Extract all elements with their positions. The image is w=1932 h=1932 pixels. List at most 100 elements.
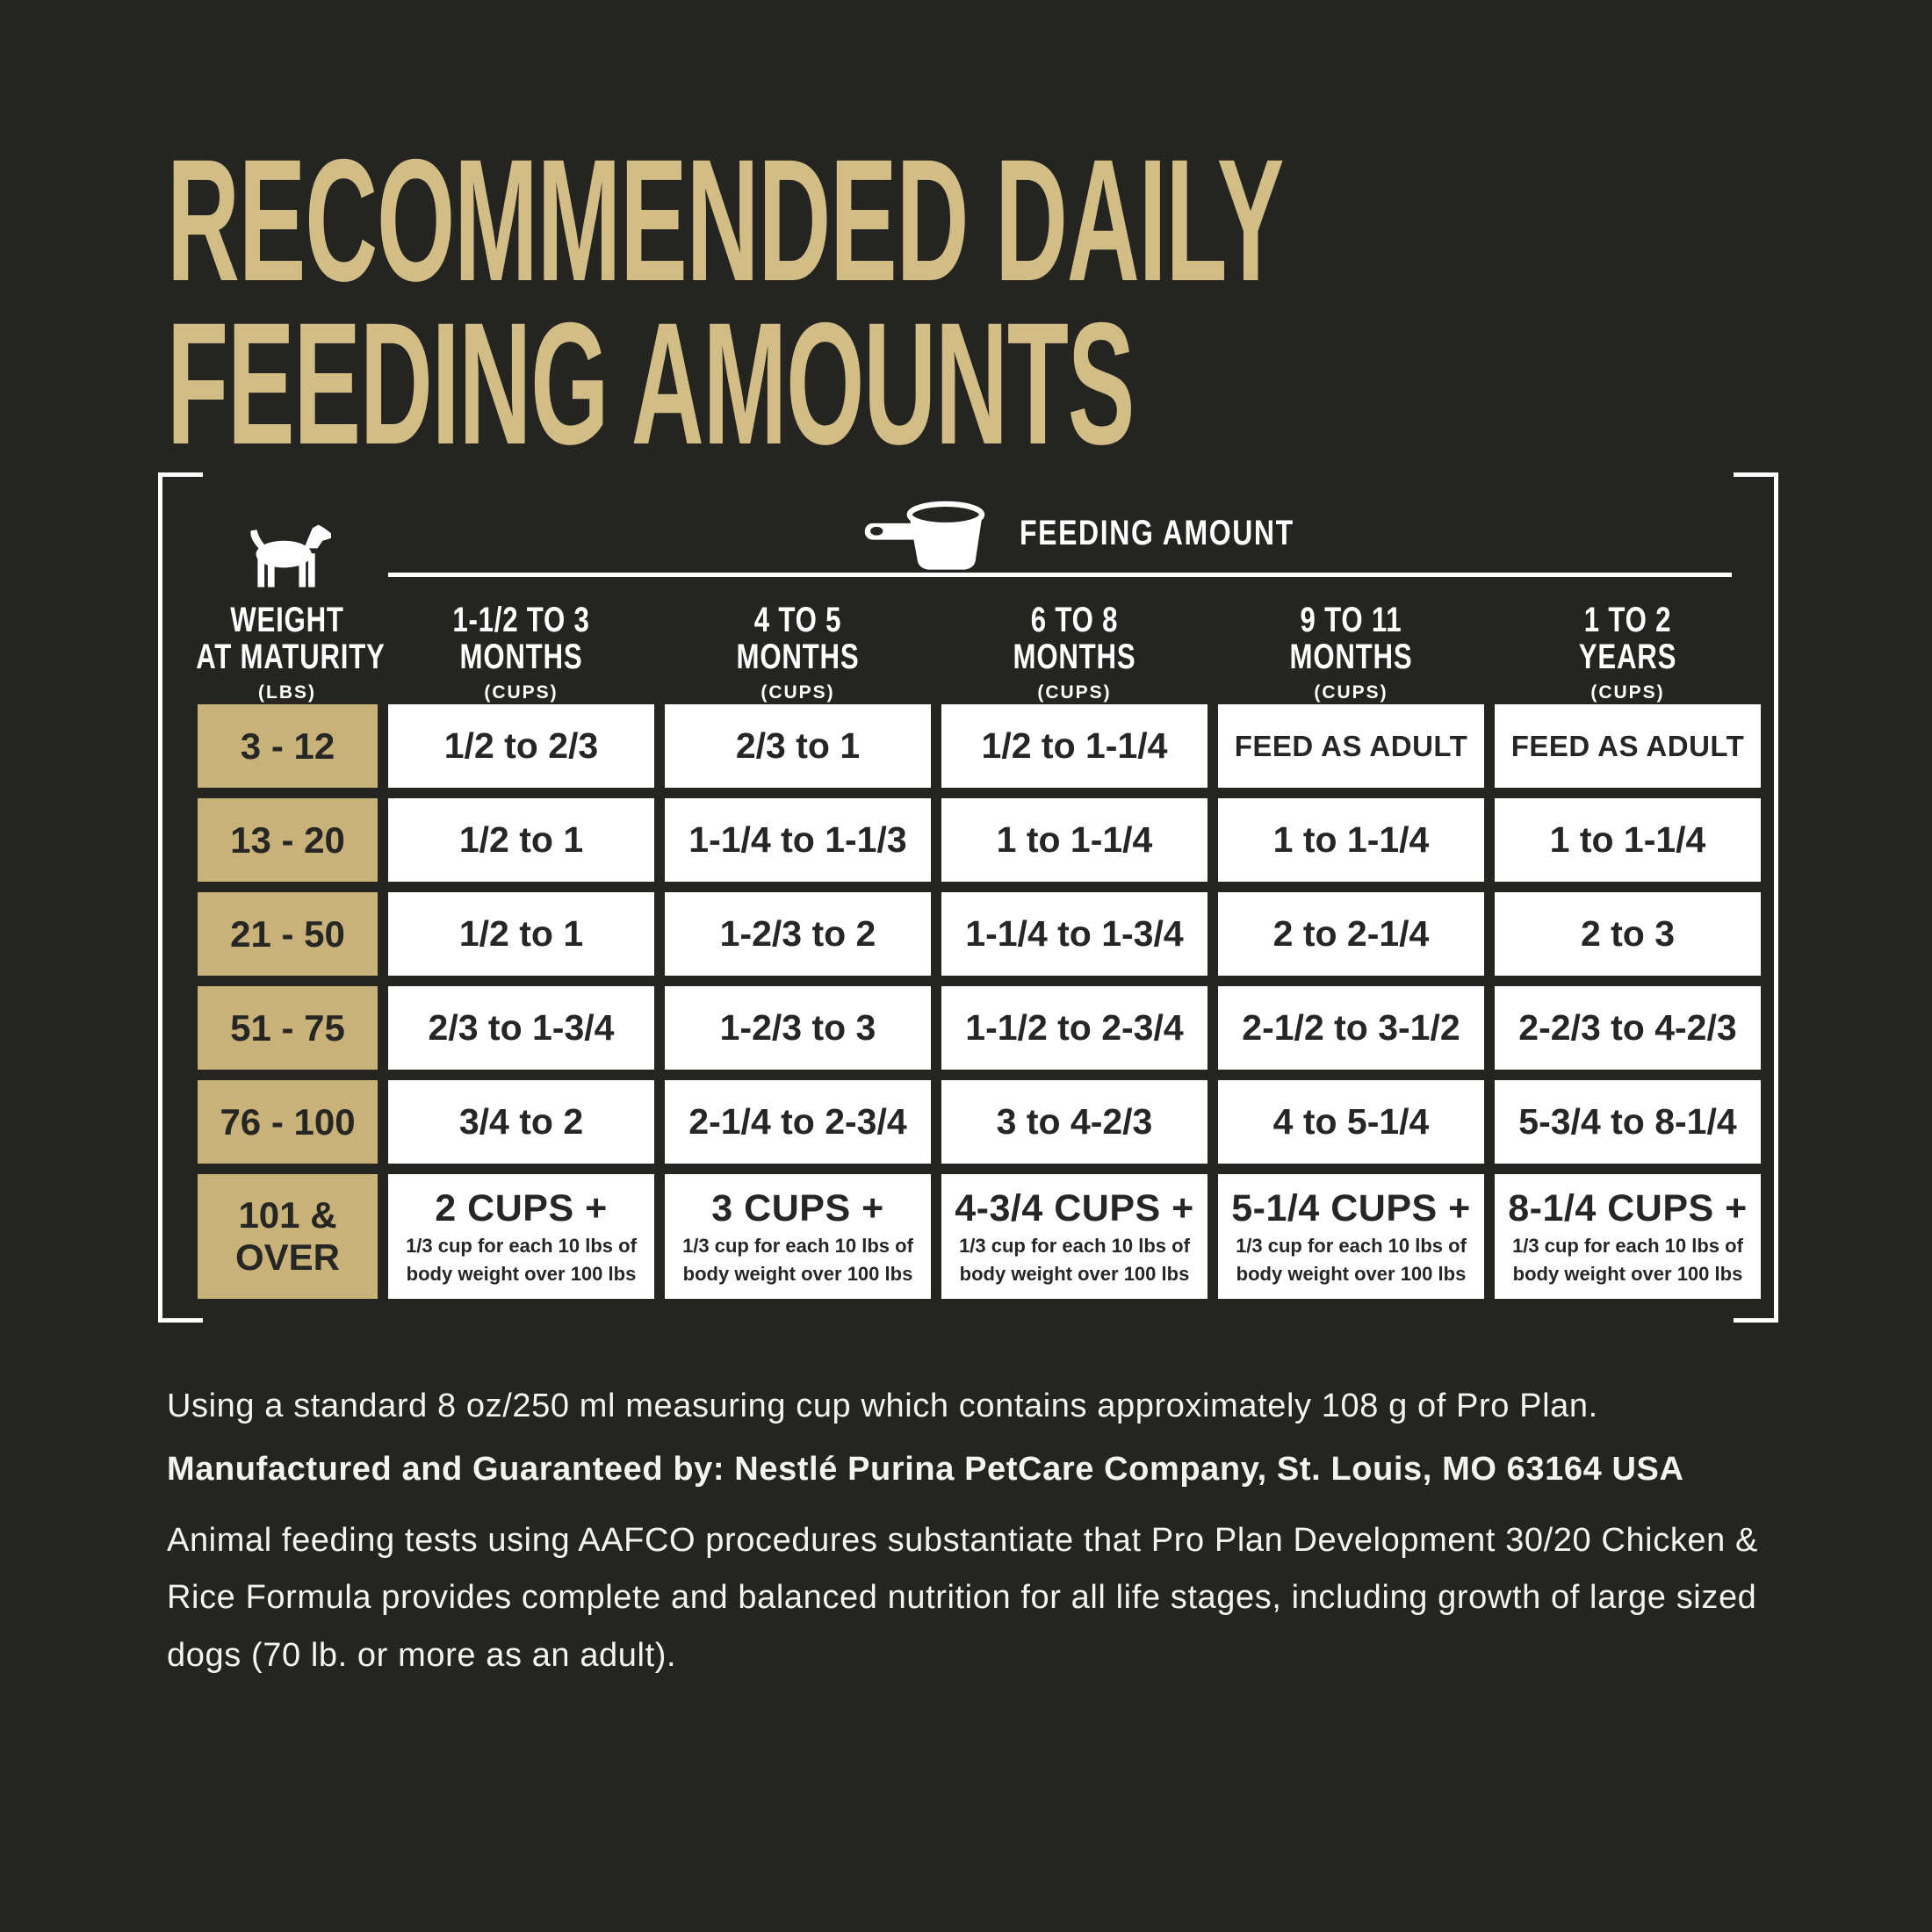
feeding-value-cell: 1/2 to 2/3 (388, 704, 654, 788)
feeding-value: 1/2 to 2/3 (443, 725, 599, 766)
weight-value: 21 - 50 (230, 912, 345, 955)
column-header-line: 1 TO 2 (1583, 601, 1672, 639)
aafco-statement: Animal feeding tests using AAFCO procedu… (167, 1522, 1758, 1674)
feeding-value-cell: 2-2/3 to 4-2/3 (1495, 986, 1761, 1070)
weight-column-header: WEIGHT AT MATURITY (LBS) (170, 602, 404, 703)
feeding-value-cell: 1-2/3 to 3 (665, 986, 931, 1070)
feeding-table: 3 - 12 1/2 to 2/3 2/3 to 1 1/2 to 1-1/4 … (198, 704, 1761, 1299)
column-header-line: 1-1/2 TO 3 (452, 601, 590, 639)
feeding-note: 1/3 cup for each 10 lbs of (1236, 1235, 1467, 1257)
column-header-line: 9 TO 11 (1300, 601, 1402, 639)
feeding-value-cell: 2-1/2 to 3-1/2 (1218, 986, 1484, 1070)
feeding-value-cell: 1 to 1-1/4 (1218, 798, 1484, 882)
feeding-value: 1/2 to 1-1/4 (981, 725, 1168, 766)
feeding-value: 2/3 to 1-3/4 (428, 1007, 615, 1048)
weight-value: 51 - 75 (230, 1006, 345, 1049)
weight-header-line-1: WEIGHT (230, 601, 344, 639)
feeding-value-cell: 1 to 1-1/4 (1495, 798, 1761, 882)
feeding-value-cell: 2 CUPS + 1/3 cup for each 10 lbs of body… (388, 1174, 654, 1299)
title-line-1: RECOMMENDED DAILY (167, 123, 1284, 317)
measuring-cup-note: Using a standard 8 oz/250 ml measuring c… (167, 1388, 1598, 1424)
feeding-value-cell: 2/3 to 1-3/4 (388, 986, 654, 1070)
column-header-1: 1-1/2 TO 3 MONTHS (CUPS) (388, 602, 654, 703)
column-header-unit: (CUPS) (1037, 682, 1112, 703)
feeding-value-cell: 1/2 to 1 (388, 798, 654, 882)
column-header-unit: (CUPS) (1314, 682, 1388, 703)
feeding-value-cell: 4-3/4 CUPS + 1/3 cup for each 10 lbs of … (941, 1174, 1208, 1299)
weight-header-line-2: AT MATURITY (196, 637, 386, 676)
feeding-value-cell: 2 to 3 (1495, 892, 1761, 976)
feeding-value-cell: 1/2 to 1-1/4 (941, 704, 1208, 788)
column-header-unit: (CUPS) (1590, 682, 1665, 703)
feeding-note: 1/3 cup for each 10 lbs of (1512, 1235, 1743, 1257)
feeding-note: body weight over 100 lbs (1512, 1262, 1743, 1285)
feeding-value-cell: 3/4 to 2 (388, 1080, 654, 1164)
weight-header-unit: (LBS) (258, 682, 316, 703)
manufacturer-statement: Manufactured and Guaranteed by: Nestlé P… (167, 1451, 1684, 1488)
feeding-value: 5-3/4 to 8-1/4 (1518, 1101, 1737, 1142)
feeding-value: 1-1/4 to 1-3/4 (965, 913, 1184, 954)
feeding-note: body weight over 100 lbs (406, 1262, 637, 1285)
column-header-unit: (CUPS) (484, 682, 559, 703)
column-header-4: 9 TO 11 MONTHS (CUPS) (1218, 602, 1484, 703)
column-header-line: 6 TO 8 (1030, 601, 1119, 639)
weight-cell: 21 - 50 (198, 892, 378, 976)
feeding-value: 1 to 1-1/4 (996, 819, 1153, 860)
column-header-line: 4 TO 5 (753, 601, 842, 639)
feeding-value: 1-1/4 to 1-1/3 (688, 819, 907, 860)
feeding-value: 2 to 3 (1580, 913, 1676, 954)
feeding-value: 1-2/3 to 3 (719, 1007, 876, 1048)
feeding-value-cell: 1-1/4 to 1-1/3 (665, 798, 931, 882)
feeding-value: 2-1/4 to 2-3/4 (688, 1101, 907, 1142)
feeding-value-cell: 1-2/3 to 2 (665, 892, 931, 976)
feeding-note: body weight over 100 lbs (682, 1262, 913, 1285)
weight-value: 101 & OVER (234, 1193, 341, 1278)
page-title: RECOMMENDED DAILY FEEDING AMOUNTS (167, 123, 1932, 481)
feeding-value-cell: 5-1/4 CUPS + 1/3 cup for each 10 lbs of … (1218, 1174, 1484, 1299)
feeding-note: body weight over 100 lbs (1236, 1262, 1467, 1285)
feeding-value-cell: 2-1/4 to 2-3/4 (665, 1080, 931, 1164)
feeding-value-cell: 3 CUPS + 1/3 cup for each 10 lbs of body… (665, 1174, 931, 1299)
feeding-value: 8-1/4 CUPS + (1508, 1187, 1748, 1229)
feeding-value-cell: 1-1/4 to 1-3/4 (941, 892, 1208, 976)
feeding-note: 1/3 cup for each 10 lbs of (406, 1235, 637, 1257)
measuring-cup-icon (864, 501, 985, 570)
feeding-note: 1/3 cup for each 10 lbs of (959, 1235, 1190, 1257)
feeding-value: 1-2/3 to 2 (719, 913, 876, 954)
column-header-line: MONTHS (736, 637, 860, 676)
feeding-value-cell: 1/2 to 1 (388, 892, 654, 976)
feeding-value: 1/2 to 1 (458, 913, 584, 954)
feeding-value: 4 to 5-1/4 (1272, 1101, 1430, 1142)
weight-value: 13 - 20 (230, 818, 345, 861)
column-header-5: 1 TO 2 YEARS (CUPS) (1495, 602, 1761, 703)
feeding-value: 1 to 1-1/4 (1272, 819, 1430, 860)
feeding-value: FEED AS ADULT (1234, 729, 1468, 762)
feeding-value-cell: FEED AS ADULT (1495, 704, 1761, 788)
feeding-value-cell: 3 to 4-2/3 (941, 1080, 1208, 1164)
column-header-line: MONTHS (1013, 637, 1136, 676)
feeding-value: 3 CUPS + (711, 1187, 884, 1229)
feeding-note: 1/3 cup for each 10 lbs of (682, 1235, 913, 1257)
feeding-value: 2-1/2 to 3-1/2 (1242, 1007, 1460, 1048)
feeding-value: 1 to 1-1/4 (1549, 819, 1706, 860)
column-header-unit: (CUPS) (761, 682, 835, 703)
weight-cell: 13 - 20 (198, 798, 378, 882)
feeding-value: 2 to 2-1/4 (1272, 913, 1430, 954)
feeding-value: 2 CUPS + (435, 1187, 608, 1229)
feeding-value: 3 to 4-2/3 (996, 1101, 1153, 1142)
title-line-2: FEEDING AMOUNTS (167, 286, 1135, 481)
feeding-value-cell: 2 to 2-1/4 (1218, 892, 1484, 976)
feeding-value-cell: 1 to 1-1/4 (941, 798, 1208, 882)
column-header-line: MONTHS (459, 637, 583, 676)
feeding-amount-label: FEEDING AMOUNT (1020, 513, 1294, 552)
column-header-3: 6 TO 8 MONTHS (CUPS) (941, 602, 1208, 703)
feeding-value: 1-1/2 to 2-3/4 (965, 1007, 1184, 1048)
weight-value: 3 - 12 (240, 724, 335, 767)
feeding-value: 2/3 to 1 (735, 725, 861, 766)
table-frame-left-bracket (158, 472, 203, 1323)
feeding-note: body weight over 100 lbs (959, 1262, 1190, 1285)
feeding-value-cell: 4 to 5-1/4 (1218, 1080, 1484, 1164)
feeding-value: 5-1/4 CUPS + (1231, 1187, 1471, 1229)
weight-cell: 101 & OVER (198, 1174, 378, 1299)
